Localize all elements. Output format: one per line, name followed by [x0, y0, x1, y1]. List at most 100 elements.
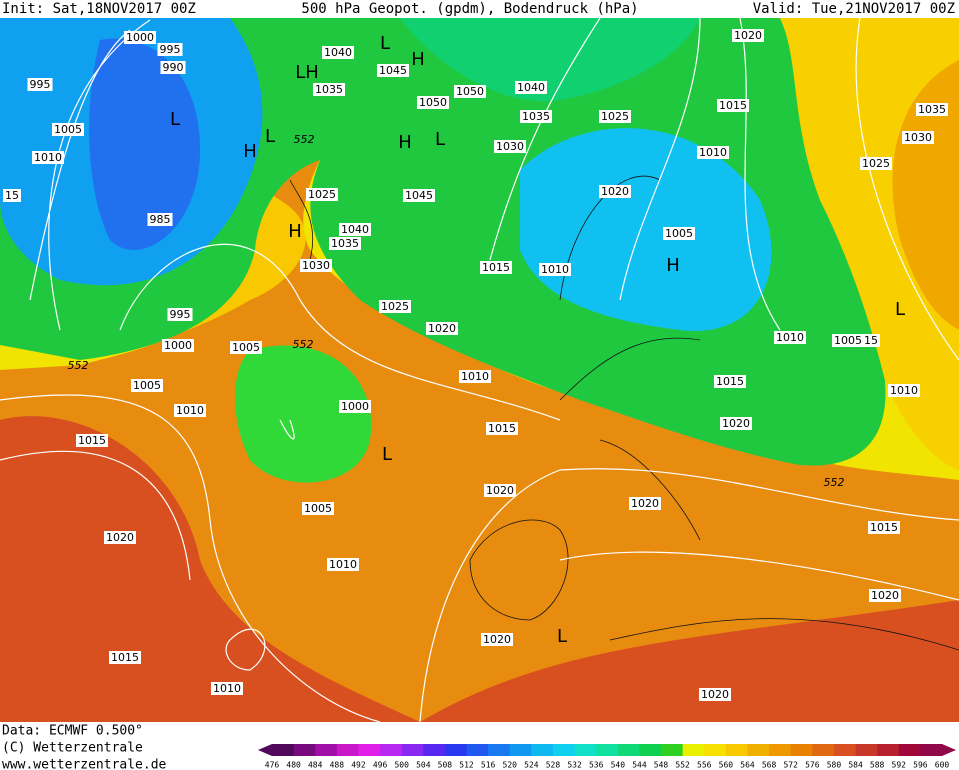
- pressure-label: 1020: [701, 688, 729, 701]
- label-box: [888, 384, 920, 397]
- pressure-center: L: [435, 129, 445, 150]
- label-box: [699, 688, 731, 701]
- label-box: [339, 400, 371, 413]
- label-box: [484, 484, 516, 497]
- pressure-label: 1005: [54, 123, 82, 136]
- pressure-label: 552: [824, 476, 845, 489]
- pressure-label: 1005: [133, 379, 161, 392]
- label-box: [417, 96, 449, 109]
- pressure-label: 1010: [699, 146, 727, 159]
- pressure-label: 1045: [405, 189, 433, 202]
- pressure-label: 1030: [496, 140, 524, 153]
- pressure-label: 1005: [834, 334, 862, 347]
- pressure-label: 552: [293, 338, 314, 351]
- label-box: [160, 61, 186, 74]
- label-box: [327, 558, 359, 571]
- pressure-label: 552: [68, 359, 89, 372]
- pressure-label: 995: [30, 78, 51, 91]
- pressure-label: 1020: [601, 185, 629, 198]
- pressure-label: 1015: [111, 651, 139, 664]
- colorbar-bin: [552, 744, 576, 756]
- colorbar-tick-label: 548: [654, 761, 669, 770]
- pressure-center: L: [382, 444, 392, 465]
- colorbar-bin: [509, 744, 532, 756]
- pressure-label: 552: [294, 133, 315, 146]
- label-box: [868, 521, 900, 534]
- label-box: [426, 322, 458, 335]
- label-box: [157, 43, 183, 56]
- label-box: [697, 146, 729, 159]
- pressure-center: H: [243, 141, 257, 162]
- colorbar-bin: [488, 744, 511, 756]
- label-box: [629, 497, 661, 510]
- label-box: [329, 237, 361, 250]
- pressure-label: 15: [5, 189, 19, 202]
- pressure-label: 1020: [486, 484, 514, 497]
- pressure-label: 990: [163, 61, 184, 74]
- data-source: Data: ECMWF 0.500°: [2, 724, 143, 739]
- label-box: [454, 85, 486, 98]
- pressure-center: H: [411, 49, 425, 70]
- pressure-label: 1005: [232, 341, 260, 354]
- pressure-label: 1035: [331, 237, 359, 250]
- label-box: [211, 682, 243, 695]
- label-box: [147, 213, 173, 226]
- label-box: [480, 261, 512, 274]
- pressure-label: 1015: [719, 99, 747, 112]
- pressure-label: 1020: [734, 29, 762, 42]
- colorbar-bin: [596, 744, 619, 756]
- label-box: [494, 140, 526, 153]
- pressure-label: 995: [170, 308, 191, 321]
- colorbar-bin: [336, 744, 359, 756]
- label-box: [76, 434, 108, 447]
- colorbar-tick-label: 528: [546, 761, 561, 770]
- colorbar-bin: [855, 744, 878, 756]
- label-box: [131, 379, 163, 392]
- init-label: Init: Sat,18NOV2017 00Z: [2, 1, 196, 17]
- colorbar-bin: [315, 744, 338, 756]
- map-title: 500 hPa Geopot. (gpdm), Bodendruck (hPa): [301, 1, 638, 17]
- pressure-label: 1005: [665, 227, 693, 240]
- pressure-center: L: [265, 126, 275, 147]
- label-box: [313, 83, 345, 96]
- pressure-label: 1010: [541, 263, 569, 276]
- colorbar-tick-label: 588: [870, 761, 885, 770]
- colorbar-bin: [423, 744, 446, 756]
- colorbar-bin: [444, 744, 468, 756]
- colorbar-arrow-left: [258, 744, 272, 756]
- pressure-label: 1050: [456, 85, 484, 98]
- label-box: [322, 46, 354, 59]
- label-box: [486, 422, 518, 435]
- colorbar-tick-label: 492: [351, 761, 366, 770]
- label-box: [902, 131, 934, 144]
- pressure-label: 15: [864, 334, 878, 347]
- colorbar-bin: [380, 744, 403, 756]
- colorbar-bin: [293, 744, 316, 756]
- colorbar-tick-label: 500: [394, 761, 409, 770]
- label-box: [515, 81, 547, 94]
- pressure-label: 1035: [918, 103, 946, 116]
- pressure-label: 1000: [126, 31, 154, 44]
- pressure-label: 1020: [106, 531, 134, 544]
- pressure-label: 1015: [870, 521, 898, 534]
- label-box: [862, 334, 880, 347]
- pressure-label: 1040: [517, 81, 545, 94]
- label-box: [599, 110, 631, 123]
- colorbar-tick-label: 496: [373, 761, 388, 770]
- label-box: [860, 157, 892, 170]
- label-box: [916, 103, 948, 116]
- label-box: [230, 341, 262, 354]
- pressure-label: 1035: [522, 110, 550, 123]
- colorbar-tick-label: 504: [416, 761, 431, 770]
- colorbar-tick-label: 544: [632, 761, 647, 770]
- pressure-center: H: [398, 132, 412, 153]
- label-box: [714, 375, 746, 388]
- colorbar-bin: [531, 744, 554, 756]
- colorbar-tick-label: 532: [567, 761, 582, 770]
- pressure-label: 1010: [176, 404, 204, 417]
- label-box: [520, 110, 552, 123]
- label-box: [377, 64, 409, 77]
- pressure-label: 1010: [34, 151, 62, 164]
- label-box: [459, 370, 491, 383]
